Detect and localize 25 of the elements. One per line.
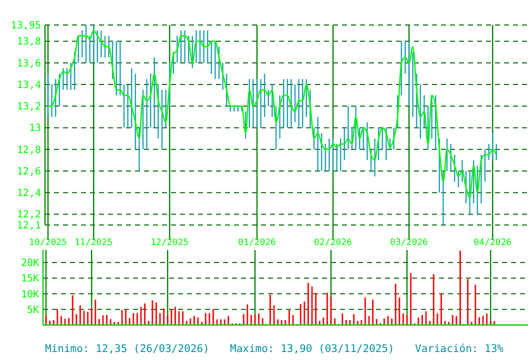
y-tick-label: 13,8: [16, 36, 41, 48]
y-tick-label: 12,6: [16, 166, 41, 178]
x-tick-label: 11/2025: [74, 238, 113, 248]
x-tick-label: 01/2026: [238, 238, 276, 248]
y-tick-label: 12,8: [16, 144, 41, 156]
y-tick-label: 12,4: [16, 188, 41, 200]
text: Maximo: 13,90 (03/11/2025): [230, 343, 394, 355]
y-tick-label: 13,6: [16, 58, 41, 70]
y-tick-label: 12,1: [16, 220, 41, 232]
y-tick-label: 12,2: [16, 210, 41, 221]
y-tick-label: 13: [28, 123, 41, 134]
text: Minimo: 12,35 (26/03/2026): [45, 343, 210, 355]
y-tick-label: 15K: [20, 274, 39, 285]
y-tick-label: 13,4: [16, 80, 41, 91]
y-tick-label: 20K: [20, 258, 39, 269]
y-tick-label: 13,95: [10, 20, 41, 32]
y-tick-label: 10K: [20, 289, 39, 300]
x-tick-label: 12/2025: [150, 238, 189, 248]
x-tick-label: 10/2025: [29, 238, 67, 248]
y-tick-label: 13,2: [16, 102, 41, 113]
x-tick-label: 04/2026: [474, 238, 512, 248]
x-tick-label: 03/2026: [390, 238, 428, 248]
y-tick-label: 5K: [26, 304, 39, 316]
x-tick-label: 02/2026: [314, 238, 352, 248]
text: Variación: 13%: [415, 343, 504, 355]
